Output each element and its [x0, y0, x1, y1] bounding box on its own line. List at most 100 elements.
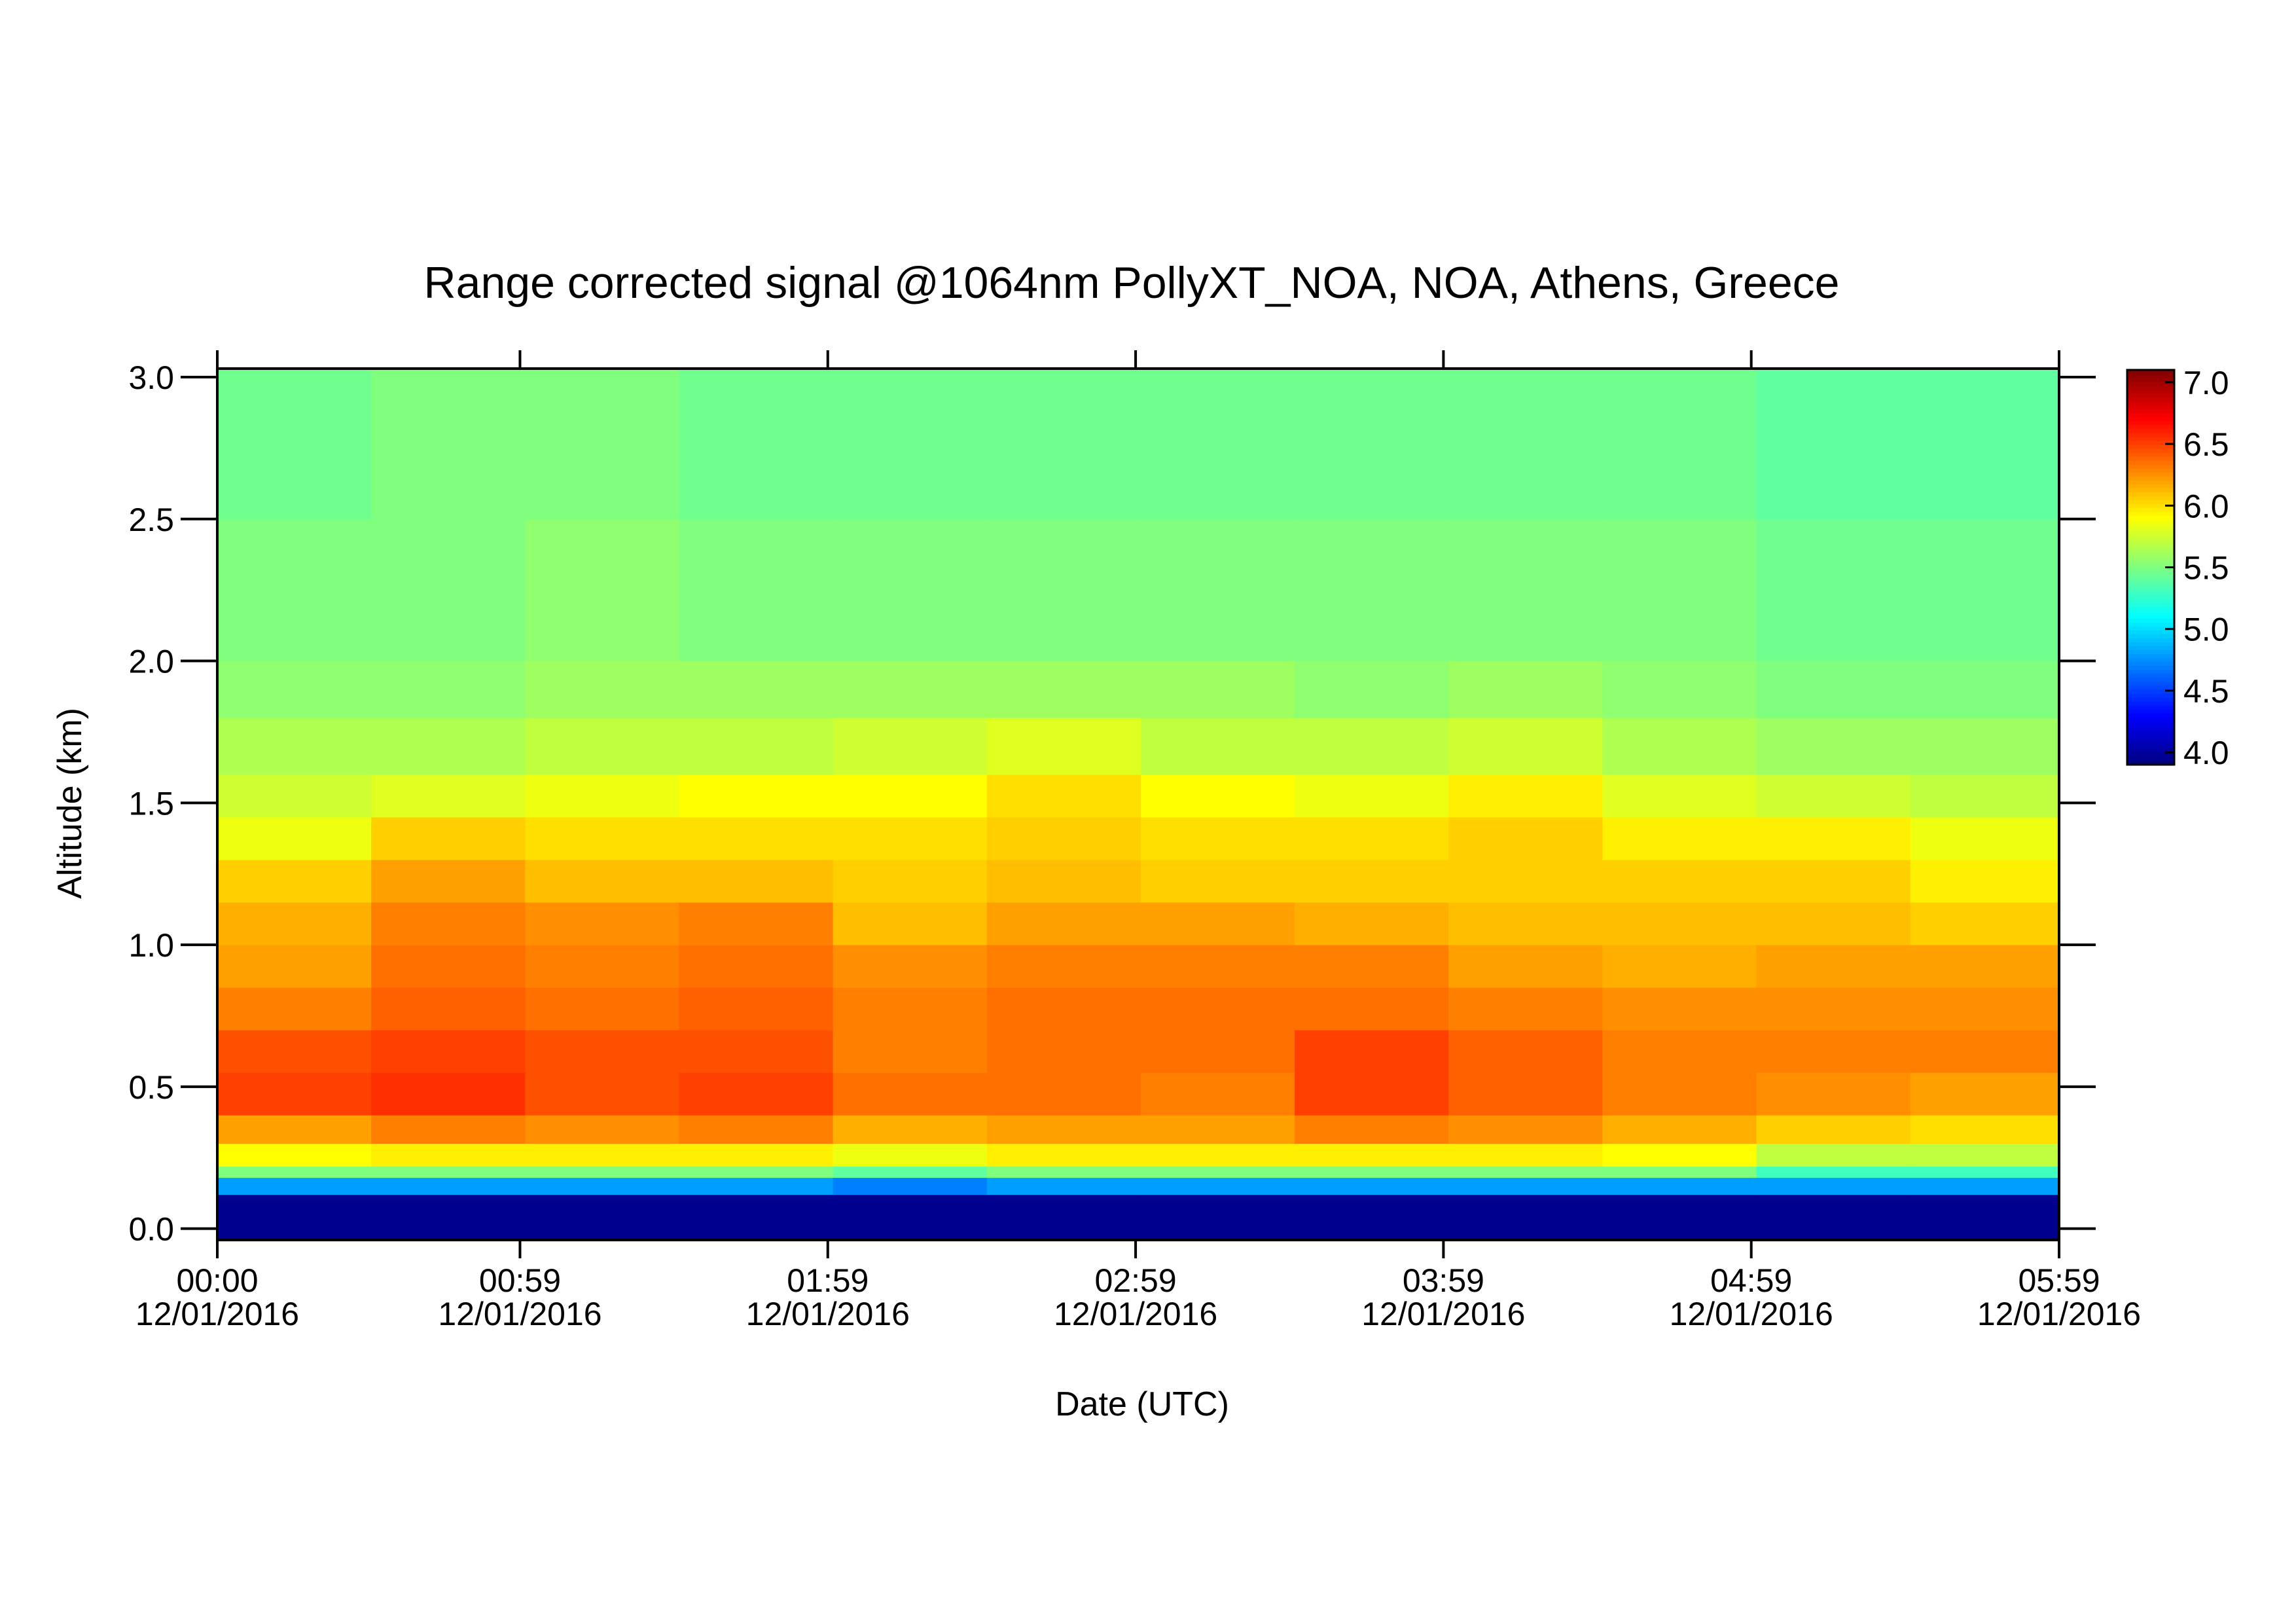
heatmap-cell	[525, 1072, 679, 1116]
heatmap-cell	[371, 369, 526, 520]
heatmap-cell	[679, 860, 834, 903]
colorbar-segment	[2127, 532, 2174, 536]
colorbar-segment	[2127, 650, 2174, 655]
heatmap-cell	[679, 519, 834, 662]
heatmap-cell	[1910, 1166, 2060, 1178]
heatmap-cell	[986, 369, 1141, 520]
colorbar-segment	[2127, 729, 2174, 734]
colorbar-segment	[2127, 693, 2174, 699]
colorbar-segment	[2127, 737, 2174, 742]
heatmap-cell	[833, 774, 988, 818]
heatmap-cell	[986, 902, 1141, 945]
colorbar-segment	[2127, 476, 2174, 481]
heatmap-cell	[986, 1194, 1141, 1241]
heatmap-cell	[1295, 1177, 1449, 1195]
heatmap-cell	[1140, 817, 1295, 860]
colorbar-segment	[2127, 591, 2174, 596]
heatmap-cell	[1756, 1177, 1911, 1195]
heatmap-cell	[1602, 860, 1757, 903]
colorbar-segment	[2127, 752, 2174, 757]
colorbar-segment	[2127, 496, 2174, 501]
x-tick-label: 04:59	[1710, 1262, 1792, 1299]
heatmap-cell	[986, 860, 1141, 903]
heatmap-cell	[1448, 1072, 1603, 1116]
colorbar-segment	[2127, 492, 2174, 497]
plot-frame	[216, 367, 2060, 1241]
heatmap-cell	[1295, 369, 1449, 520]
heatmap-cell	[1140, 369, 1295, 520]
heatmap-cell	[833, 860, 988, 903]
heatmap-cell	[1910, 945, 2060, 988]
colorbar-segment	[2127, 666, 2174, 670]
heatmap-cell	[525, 902, 679, 945]
heatmap-cell	[217, 1166, 372, 1178]
colorbar-segment	[2127, 508, 2174, 513]
heatmap-cell	[1295, 860, 1449, 903]
heatmap-cell	[1756, 774, 1911, 818]
heatmap-cell	[371, 1194, 526, 1241]
colorbar-segment	[2127, 448, 2174, 454]
colorbar-segment	[2127, 520, 2174, 524]
heatmap-cell	[1295, 1115, 1449, 1144]
y-axis-label: Altitude (km)	[51, 708, 89, 899]
heatmap-cell	[679, 1143, 834, 1167]
colorbar-segment	[2127, 512, 2174, 517]
heatmap-cell	[525, 987, 679, 1030]
heatmap-cell	[1602, 817, 1757, 860]
heatmap-cell	[1140, 519, 1295, 662]
heatmap-cell	[833, 1194, 988, 1241]
heatmap-cell	[525, 945, 679, 988]
heatmap-cell	[371, 774, 526, 818]
heatmap-cell	[679, 1194, 834, 1241]
colorbar-segment	[2127, 689, 2174, 695]
heatmap-cell	[833, 1115, 988, 1144]
colorbar-segment	[2127, 441, 2174, 446]
heatmap-cell	[1140, 987, 1295, 1030]
heatmap-cell	[1910, 718, 2060, 775]
colorbar-segment	[2127, 543, 2174, 548]
heatmap-cell	[833, 817, 988, 860]
heatmap-cell	[1140, 860, 1295, 903]
colorbar-segment	[2127, 697, 2174, 702]
colorbar-tick-label: 7.0	[2183, 365, 2229, 401]
heatmap-cell	[1756, 369, 1911, 520]
heatmap-cell	[1140, 718, 1295, 775]
heatmap-cell	[1602, 1030, 1757, 1073]
heatmap-cell	[986, 1177, 1141, 1195]
heatmap-cell	[1448, 902, 1603, 945]
heatmap-cell	[1602, 1166, 1757, 1178]
heatmap-cell	[1448, 1143, 1603, 1167]
colorbar-segment	[2127, 405, 2174, 410]
heatmap-cell	[986, 817, 1141, 860]
colorbar-segment	[2127, 598, 2174, 604]
colorbar-tick-label: 5.5	[2183, 550, 2229, 587]
y-tick-label: 0.0	[128, 1211, 174, 1248]
colorbar-segment	[2127, 622, 2174, 627]
heatmap-cell	[1602, 902, 1757, 945]
heatmap-cell	[1602, 945, 1757, 988]
heatmap-cell	[1140, 1072, 1295, 1116]
heatmap-cell	[217, 369, 372, 520]
heatmap-cell	[1140, 661, 1295, 718]
heatmap-cell	[679, 718, 834, 775]
heatmap-cell	[217, 817, 372, 860]
colorbar-segment	[2127, 618, 2174, 623]
heatmap-cell	[525, 1030, 679, 1073]
colorbar-segment	[2127, 717, 2174, 722]
heatmap-cell	[1448, 817, 1603, 860]
heatmap-cell	[833, 1030, 988, 1073]
heatmap-cell	[833, 987, 988, 1030]
colorbar-segment	[2127, 378, 2174, 382]
heatmap-cell	[217, 1194, 372, 1241]
heatmap-cell	[1910, 860, 2060, 903]
heatmap-cell	[371, 718, 526, 775]
colorbar-segment	[2127, 630, 2174, 635]
x-tick-label: 00:59	[479, 1262, 561, 1299]
heatmap-cell	[217, 987, 372, 1030]
colorbar-segment	[2127, 642, 2174, 647]
heatmap-cell	[1140, 1177, 1295, 1195]
colorbar-segment	[2127, 370, 2174, 374]
x-tick-label: 01:59	[787, 1262, 869, 1299]
heatmap-cell	[1756, 987, 1911, 1030]
